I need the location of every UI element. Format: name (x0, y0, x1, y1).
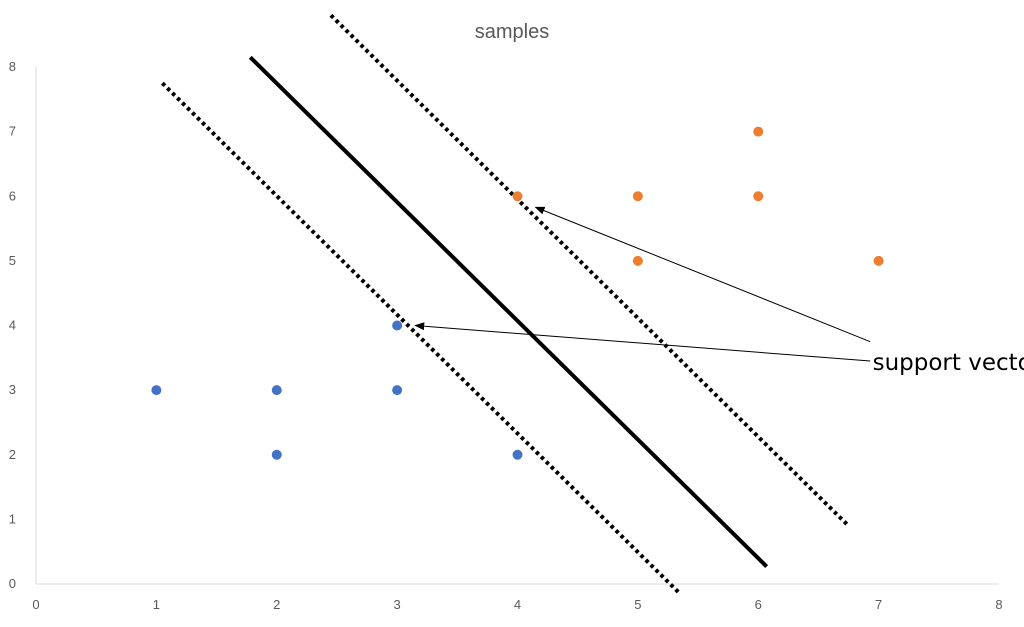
data-point (271, 385, 282, 396)
data-point (151, 385, 162, 396)
data-point (512, 191, 523, 202)
data-point (271, 449, 282, 460)
annotation-label: support vectors (873, 350, 1024, 376)
margin-line (160, 81, 682, 596)
y-tick-label: 5 (9, 253, 16, 268)
chart-title: samples (475, 21, 549, 43)
x-tick-label: 3 (394, 597, 401, 612)
y-tick-label: 0 (9, 576, 16, 591)
x-tick-label: 2 (273, 597, 280, 612)
y-tick-label: 1 (9, 511, 16, 526)
annotation-arrow (534, 206, 871, 343)
y-tick-label: 8 (9, 59, 16, 74)
data-points (151, 126, 884, 460)
data-point (632, 191, 643, 202)
x-tick-label: 7 (875, 597, 882, 612)
axes (35, 67, 999, 585)
data-point (753, 191, 764, 202)
y-tick-label: 7 (9, 124, 16, 139)
margin-line (329, 13, 850, 528)
y-tick-label: 2 (9, 447, 16, 462)
x-tick-label: 5 (634, 597, 641, 612)
x-tick-label: 1 (153, 597, 160, 612)
y-tick-label: 6 (9, 188, 16, 203)
data-point (512, 449, 523, 460)
x-tick-label: 8 (995, 597, 1002, 612)
y-tick-label: 3 (9, 382, 16, 397)
x-tick-label: 6 (755, 597, 762, 612)
x-tick-label: 0 (32, 597, 39, 612)
tick-labels: 0 1 2 3 4 5 6 7 8 0 1 2 3 4 5 6 7 8 (9, 59, 1003, 612)
annotations: support vectors (414, 206, 1024, 376)
data-point (753, 126, 764, 137)
data-point (632, 255, 643, 266)
annotation-arrow (414, 322, 871, 362)
hyperplane-line (248, 55, 769, 568)
data-point (392, 320, 403, 331)
y-tick-label: 4 (9, 318, 16, 333)
separating-lines (160, 13, 850, 596)
data-point (392, 385, 403, 396)
data-point (873, 255, 884, 266)
x-tick-label: 4 (514, 597, 521, 612)
